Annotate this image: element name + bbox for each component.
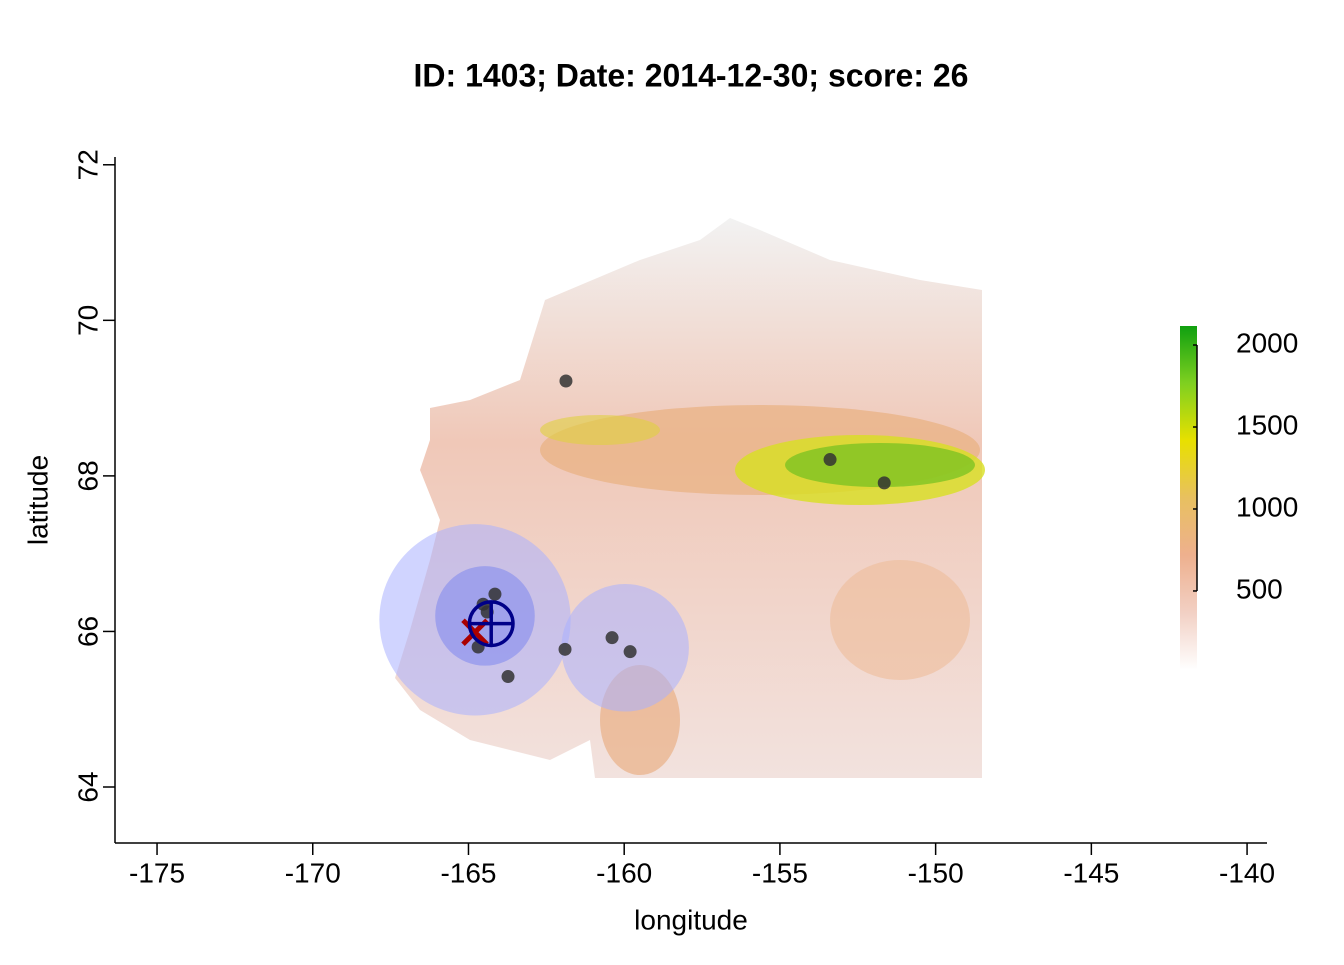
point xyxy=(558,642,572,656)
y-tick-label: 64 xyxy=(72,771,103,802)
y-axis-label: latitude xyxy=(22,455,53,545)
point xyxy=(877,476,891,490)
x-tick-label: -145 xyxy=(1063,857,1119,888)
x-axis-label: longitude xyxy=(634,904,748,935)
colorbar-tick-label: 500 xyxy=(1236,573,1283,604)
x-tick-label: -140 xyxy=(1219,857,1275,888)
x-tick-label: -170 xyxy=(285,857,341,888)
point xyxy=(501,670,515,684)
y-tick-label: 68 xyxy=(72,460,103,491)
y-tick-label: 66 xyxy=(72,616,103,647)
colorbar-tick-label: 1000 xyxy=(1236,491,1298,522)
point xyxy=(605,631,619,645)
point xyxy=(623,645,637,659)
x-tick-label: -165 xyxy=(440,857,496,888)
point xyxy=(823,453,837,467)
chart-title: ID: 1403; Date: 2014-12-30; score: 26 xyxy=(414,57,969,93)
colorbar xyxy=(1180,326,1197,670)
x-tick-label: -160 xyxy=(596,857,652,888)
x-tick-label: -150 xyxy=(908,857,964,888)
colorbar-tick-label: 1500 xyxy=(1236,409,1298,440)
point xyxy=(559,374,573,388)
estimate xyxy=(467,600,515,648)
point xyxy=(488,587,502,601)
x-tick-label: -175 xyxy=(129,857,185,888)
x-tick-label: -155 xyxy=(752,857,808,888)
y-tick-label: 70 xyxy=(72,305,103,336)
y-tick-label: 72 xyxy=(72,149,103,180)
colorbar-tick-label: 2000 xyxy=(1236,327,1298,358)
